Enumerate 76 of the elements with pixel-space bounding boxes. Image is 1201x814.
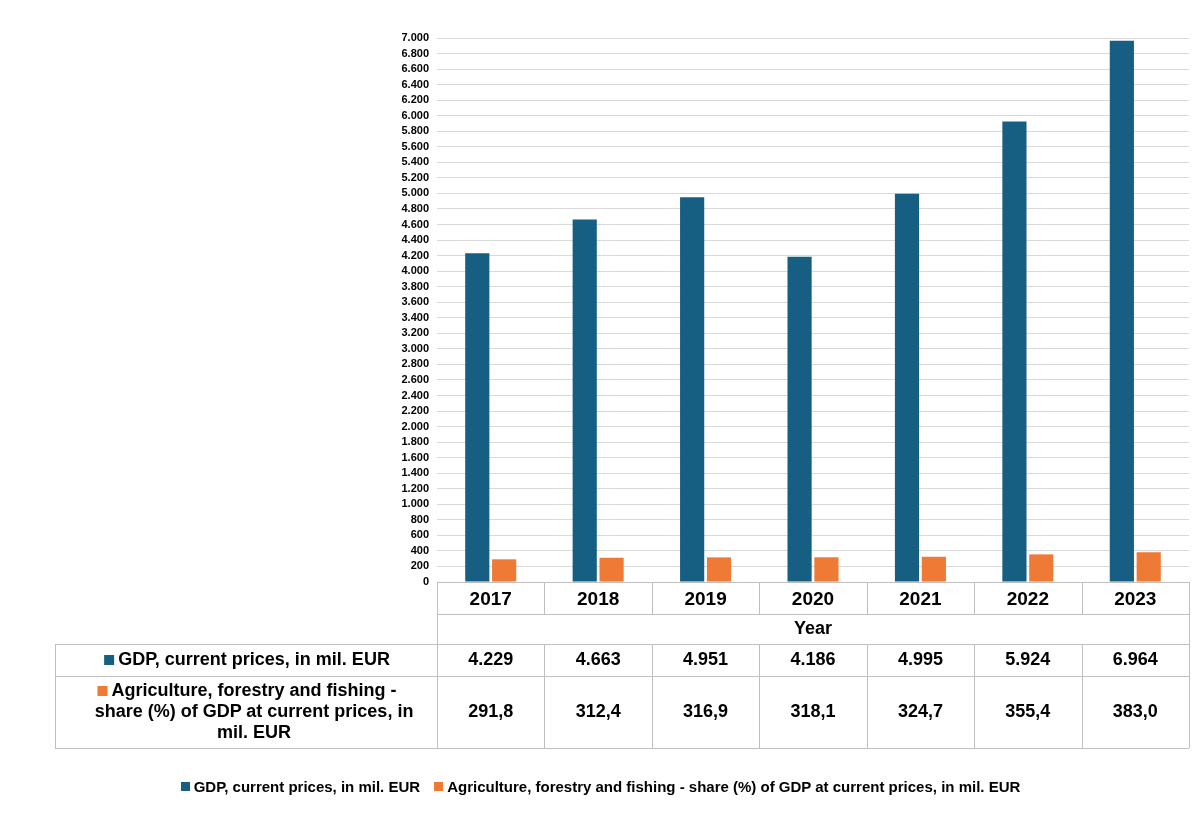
y-tick-label: 2.400 [401,388,429,401]
legend-label: Agriculture, forestry and fishing - share (%) of GDP at current prices, in mil. EUR [94,679,414,742]
data-label: 5.924 [1005,648,1051,669]
data-label: 312,4 [575,700,621,721]
data-label: 383,0 [1112,700,1158,721]
y-tick-label: 1.600 [401,450,429,463]
y-tick-label: 4.800 [401,202,429,214]
bar [492,559,517,582]
data-label: 355,4 [1005,700,1051,721]
text: GDP, current prices, in mil. EUR [193,778,421,795]
y-tick-label: 6.200 [401,93,429,106]
bar [680,197,705,582]
y-tick-label: 6.800 [401,46,429,59]
y-tick-label: 600 [410,528,429,541]
y-tick-label: 3.800 [401,279,429,292]
legend-label: GDP, current prices, in mil. EUR [118,648,390,669]
y-tick-label: 5.200 [401,170,429,183]
data-label: 4.951 [683,648,729,669]
y-tick-label: 200 [410,559,429,572]
x-axis-title: Year [793,617,833,638]
y-tick-label: 5.000 [401,186,429,199]
text: Agriculture, forestry and fishing - share (%) of GDP at current prices, in mil. EUR [447,778,1021,795]
bar [787,256,812,582]
y-tick-label: 0 [422,575,429,588]
y-tick-label: 6.000 [401,108,429,121]
data-label: 4.229 [468,648,514,669]
y-tick-label: 5.400 [401,155,429,168]
bar [572,219,597,582]
data-label: 4.186 [790,648,836,669]
y-tick-label: 800 [410,512,429,525]
y-tick-label: 1.400 [401,466,429,479]
bar [465,253,490,582]
data-label: 4.663 [575,648,621,669]
y-tick-label: 4.200 [401,248,429,261]
y-tick-label: 7.000 [401,31,429,44]
y-tick-label: 1.800 [401,435,429,448]
y-tick-label: 4.400 [401,233,429,246]
bar [599,557,624,582]
y-tick-label: 400 [410,543,429,556]
x-tick-label: 2017 [469,588,512,610]
x-tick-label: 2018 [577,588,620,610]
y-tick-label: 6.600 [401,62,429,75]
bar [814,557,839,582]
bar [1109,40,1134,582]
bar [1029,554,1054,582]
x-tick-label: 2020 [791,588,835,610]
y-tick-label: 2.800 [401,357,429,370]
data-label: 318,1 [790,700,836,721]
bar [921,556,946,582]
bar [706,557,732,582]
data-label: 4.995 [897,648,943,669]
data-label: 291,8 [468,700,514,721]
x-tick-label: 2021 [899,588,942,610]
y-tick-label: 3.400 [401,310,429,323]
y-tick-label: 6.400 [401,77,429,90]
y-tick-label: 1.200 [401,481,429,494]
data-label: 6.964 [1112,648,1158,669]
y-tick-label: 2.600 [401,372,429,385]
x-tick-label: 2019 [684,588,727,610]
x-tick-label: 2023 [1114,588,1157,610]
y-tick-label: 3.200 [401,326,429,339]
bar [894,193,920,582]
y-tick-label: 4.600 [401,217,429,230]
x-tick-label: 2022 [1006,588,1049,610]
y-tick-label: 3.600 [401,295,429,308]
y-tick-label: 4.000 [401,264,429,277]
y-tick-label: 1.000 [401,497,429,510]
y-tick-label: 5.800 [401,124,429,137]
data-label: 324,7 [897,700,943,721]
y-tick-label: 2.200 [401,404,429,417]
y-tick-label: 3.000 [401,341,429,354]
bar [1002,121,1027,582]
bar [1136,552,1161,582]
y-tick-label: 2.000 [401,419,429,432]
data-label: 316,9 [683,700,729,721]
y-tick-label: 5.600 [401,139,429,152]
